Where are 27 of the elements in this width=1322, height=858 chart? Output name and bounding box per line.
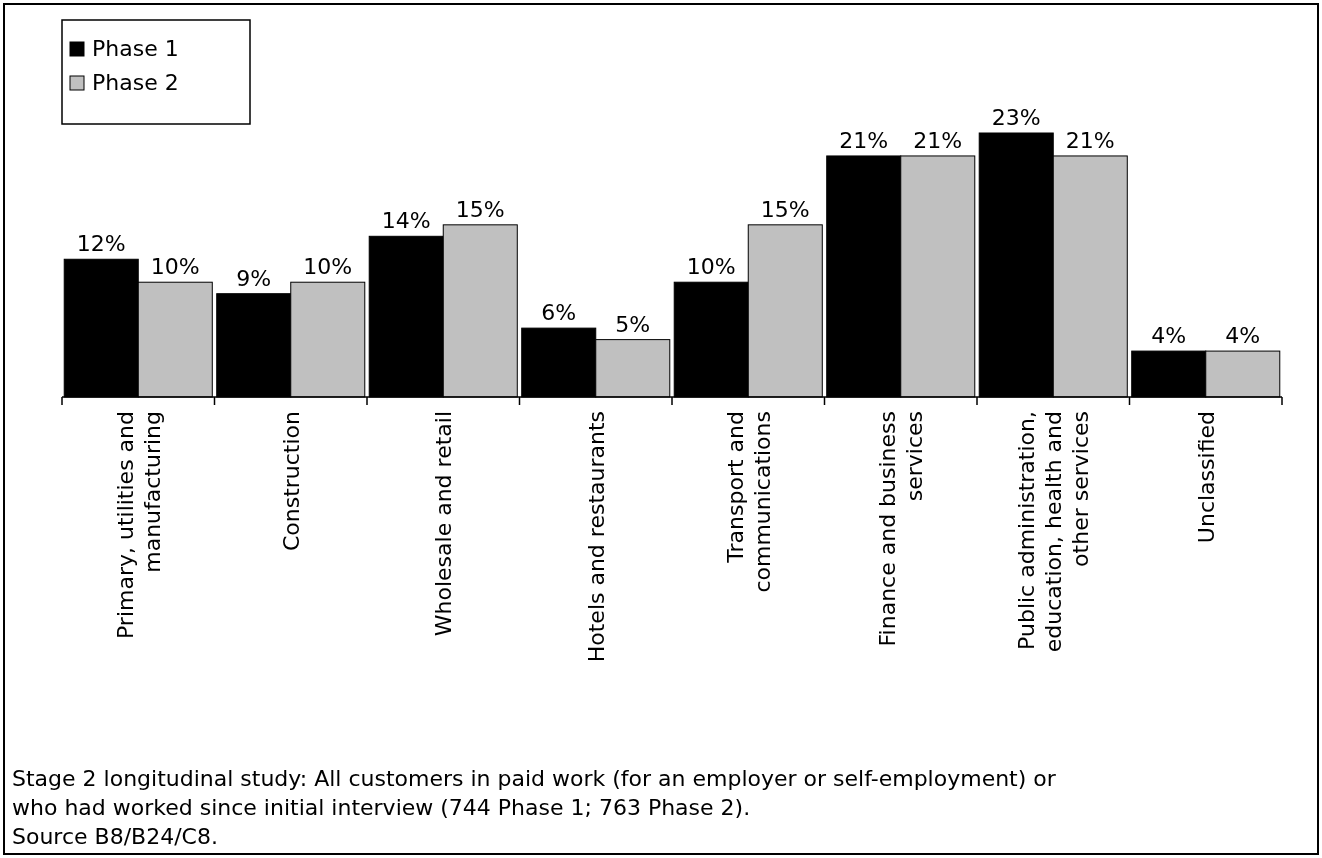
data-label: 12% [76,231,126,257]
data-label: 5% [615,311,651,337]
data-label: 4% [1225,323,1261,349]
data-label: 10% [303,254,353,280]
x-tick-label: Unclassified [1193,411,1219,544]
data-label: 6% [541,300,577,326]
data-label: 10% [150,254,200,280]
x-tick-label: Wholesale and retail [431,411,457,637]
data-label: 9% [236,265,272,291]
data-label: 21% [1065,127,1115,153]
data-label: 14% [381,208,431,234]
source-note: Source B8/B24/C8. [12,824,218,849]
data-label: 23% [991,105,1041,130]
data-label: 21% [839,127,889,153]
legend-label: Phase 1 [92,36,179,61]
data-label: 15% [455,196,505,222]
x-tick-label: Primary, utilities and manufacturing [112,411,165,640]
data-label: 21% [913,127,963,153]
x-tick-label: Hotels and restaurants [583,411,609,663]
data-label: 15% [760,196,810,222]
data-label: 4% [1151,323,1187,349]
x-tick-label: Transport and communications [722,411,775,593]
text: Stage 2 longitudinal study: All customers in paid work (for an employer or self-employment) or who had worked since initial interview (744 Phase 1; 763 Phase 2). [12,766,1057,820]
legend-label: Phase 2 [92,70,179,95]
x-tick-label: Construction [278,411,304,552]
x-tick-label: Finance and business services [875,411,928,647]
data-label: 10% [686,254,736,280]
